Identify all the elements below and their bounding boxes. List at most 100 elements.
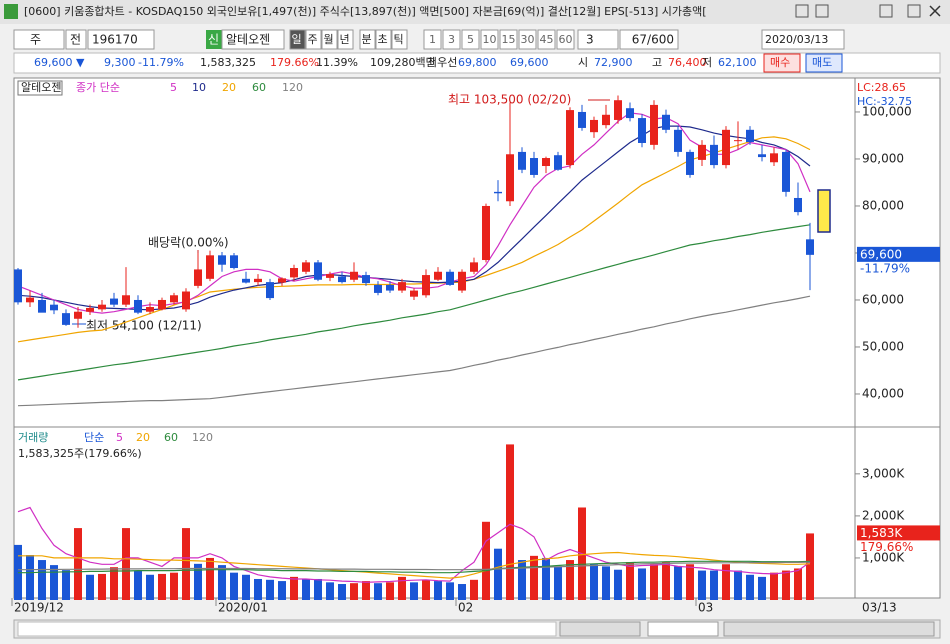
last-price-badge	[857, 246, 940, 262]
volume-bar	[362, 581, 370, 600]
candle-body	[614, 100, 622, 120]
minute-btn[interactable]	[423, 29, 442, 50]
volume-bar	[278, 581, 286, 600]
y-tick-label: 3,000K	[862, 466, 905, 480]
bid: 69,600	[510, 56, 549, 69]
candle-body	[338, 276, 346, 283]
minute-btn[interactable]	[499, 29, 518, 50]
minute: 30	[521, 33, 535, 46]
candle-body	[122, 295, 130, 305]
count-box[interactable]	[619, 29, 679, 50]
volume-bar	[122, 528, 130, 600]
candle-body	[38, 299, 46, 313]
volume-bar	[302, 578, 310, 600]
candle-body	[446, 271, 454, 285]
date-box[interactable]	[761, 29, 845, 50]
volume-bar	[398, 576, 406, 600]
win-btn[interactable]	[795, 4, 809, 18]
buy-btn[interactable]	[763, 53, 801, 73]
win-btn[interactable]	[907, 4, 921, 18]
win-btn[interactable]	[815, 4, 829, 18]
buy: 매수	[770, 56, 790, 69]
volume-bar	[758, 576, 766, 600]
scroll-buttons[interactable]	[559, 621, 641, 637]
candle-body	[470, 262, 478, 272]
minute-btn[interactable]	[442, 29, 461, 50]
minute: 60	[559, 33, 573, 46]
price: 69,600	[34, 56, 73, 69]
candle-body	[806, 239, 814, 255]
mult-select[interactable]	[577, 29, 619, 50]
vol-ma-line	[18, 561, 811, 571]
volume-bar	[782, 570, 790, 600]
y-tick-label: 100,000	[862, 104, 912, 118]
window-controls[interactable]	[795, 4, 941, 18]
candle-body	[398, 282, 406, 291]
minute-btn[interactable]	[556, 29, 575, 50]
volume-bar	[146, 574, 154, 600]
annotation-low: 최저 54,100 (12/11)	[86, 319, 202, 333]
win-btn[interactable]	[879, 4, 893, 18]
code-input[interactable]	[87, 29, 155, 50]
interval-btn[interactable]	[321, 29, 338, 50]
candle-body	[494, 191, 502, 194]
volume-bar	[626, 562, 634, 600]
volume-bar	[98, 573, 106, 600]
minute-btn[interactable]	[537, 29, 556, 50]
vol-ma-line	[18, 560, 811, 574]
zoom-buttons[interactable]	[723, 621, 935, 637]
zoom-slider[interactable]	[647, 621, 719, 637]
candle-body	[746, 129, 754, 143]
interval-btn[interactable]	[305, 29, 322, 50]
volume-bar	[602, 566, 610, 600]
volume-subtitle: 1,583,325주(179.66%)	[18, 447, 142, 460]
name-box[interactable]	[221, 29, 285, 50]
volume-bar	[182, 528, 190, 600]
interval-btn[interactable]	[289, 29, 306, 50]
candle-body	[146, 307, 154, 312]
x-tick-label: 2019/12	[14, 601, 64, 615]
scroll-track[interactable]	[17, 621, 557, 637]
candle-body	[314, 262, 322, 280]
interval-btn[interactable]	[391, 29, 408, 50]
volume: 1,583,325	[200, 56, 256, 69]
interval: 분	[362, 33, 372, 46]
candle-body	[98, 304, 106, 310]
candle-body	[242, 278, 250, 283]
minute-btn[interactable]	[461, 29, 480, 50]
interval-btn[interactable]	[359, 29, 376, 50]
period-select[interactable]	[13, 29, 65, 50]
candle-body	[782, 151, 790, 192]
candle-body	[602, 114, 610, 126]
candle-body	[662, 114, 670, 130]
candle-body	[326, 274, 334, 278]
mode-btn[interactable]	[65, 29, 87, 50]
low-label: 저	[702, 56, 712, 69]
candle-body	[506, 154, 514, 202]
stock-legend-box	[17, 80, 63, 96]
candle-body	[86, 307, 94, 312]
interval-btn[interactable]	[375, 29, 392, 50]
candle-body	[530, 158, 538, 175]
volume-bar	[482, 521, 490, 600]
candle-body	[734, 140, 742, 142]
volume-bar	[266, 579, 274, 600]
annotation-high: 최고 103,500 (02/20)	[448, 93, 571, 107]
volume-bar	[434, 581, 442, 600]
sell: 매도	[812, 56, 832, 69]
last-price: 69,600	[860, 247, 902, 261]
volume-bar	[242, 574, 250, 600]
minute-btn[interactable]	[518, 29, 537, 50]
volume-bar	[794, 568, 802, 600]
high: 76,400	[668, 56, 707, 69]
close-btn[interactable]	[929, 5, 941, 17]
sell-btn[interactable]	[805, 53, 843, 73]
minute-btn[interactable]	[480, 29, 499, 50]
volume-bar	[50, 565, 58, 600]
price-title: 알테오젠	[21, 80, 61, 94]
volume-bar	[110, 567, 118, 600]
candle-body	[182, 291, 190, 310]
interval-btn[interactable]	[337, 29, 354, 50]
candle-body	[350, 271, 358, 280]
vol-ma-legend-label: 단순	[84, 431, 104, 444]
